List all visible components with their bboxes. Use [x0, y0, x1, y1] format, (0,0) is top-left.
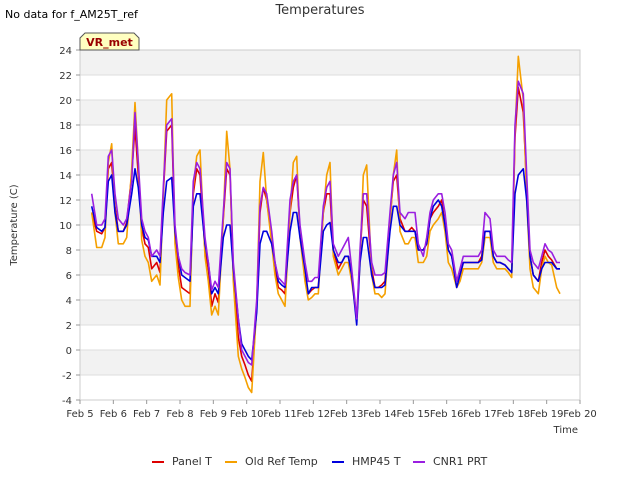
y-tick-label: 10 [59, 221, 72, 232]
series-line-old-ref-temp [90, 55, 561, 394]
x-axis-ticks: Feb 5 Feb 6 Feb 7 Feb 8 Feb 9 Feb 10 Feb 11 Feb… [66, 400, 597, 420]
grid-band [80, 350, 580, 375]
grid-band [80, 125, 580, 150]
x-tick-label: Feb 9 [200, 409, 227, 420]
legend-label-panel-t: Panel T [172, 455, 212, 468]
grid-band [80, 300, 580, 325]
legend-label-old-ref-temp: Old Ref Temp [245, 455, 318, 468]
x-tick-label: Feb 19 [530, 409, 564, 420]
x-axis-label: Time [553, 425, 578, 436]
x-tick-label: Feb 8 [166, 409, 193, 420]
station-badge-label: VR_met [86, 36, 133, 49]
y-tick-label: 22 [59, 71, 72, 82]
y-tick-label: -4 [62, 396, 72, 407]
y-tick-label: 14 [59, 171, 72, 182]
grid-band [80, 375, 580, 400]
chart-title: Temperatures [274, 3, 364, 18]
y-tick-label: 18 [59, 121, 72, 132]
y-tick-label: 24 [59, 46, 72, 57]
legend-label-hmp45-t: HMP45 T [352, 455, 401, 468]
x-tick-label: Feb 11 [263, 409, 297, 420]
no-data-message: No data for f_AM25T_ref [5, 8, 139, 21]
series-lines [90, 55, 561, 394]
y-tick-label: 0 [66, 346, 72, 357]
y-tick-label: -2 [62, 371, 72, 382]
x-tick-label: Feb 7 [133, 409, 160, 420]
grid-band [80, 100, 580, 125]
x-tick-label: Feb 10 [230, 409, 264, 420]
x-tick-label: Feb 17 [463, 409, 497, 420]
y-axis-label: Temperature (C) [9, 184, 20, 266]
x-tick-label: Feb 16 [430, 409, 464, 420]
x-tick-label: Feb 13 [330, 409, 364, 420]
series-line-hmp45-t [90, 168, 560, 361]
grid-band [80, 75, 580, 100]
legend-label-cnr1-prt: CNR1 PRT [433, 455, 488, 468]
legend: Panel T Old Ref Temp HMP45 T CNR1 PRT [152, 455, 488, 468]
grid-band [80, 50, 580, 75]
y-tick-label: 8 [66, 246, 72, 257]
x-tick-label: Feb 12 [297, 409, 331, 420]
station-badge: VR_met [79, 32, 140, 51]
x-tick-label: Feb 5 [66, 409, 93, 420]
station-badge-shape [79, 32, 140, 51]
x-tick-label: Feb 15 [397, 409, 431, 420]
y-tick-label: 2 [66, 321, 72, 332]
series-line-cnr1-prt [90, 80, 560, 366]
y-tick-label: 6 [66, 271, 72, 282]
x-tick-label: Feb 14 [363, 409, 397, 420]
y-tick-label: 20 [59, 96, 72, 107]
y-tick-label: 16 [59, 146, 72, 157]
grid-band [80, 325, 580, 350]
grid-band [80, 250, 580, 275]
x-tick-label: Feb 18 [497, 409, 531, 420]
x-tick-label: Feb 6 [100, 409, 127, 420]
x-tick-label: Feb 20 [563, 409, 597, 420]
grid-bands [80, 49, 580, 401]
grid-band [80, 275, 580, 300]
y-tick-label: 4 [66, 296, 72, 307]
y-tick-label: 12 [59, 196, 72, 207]
